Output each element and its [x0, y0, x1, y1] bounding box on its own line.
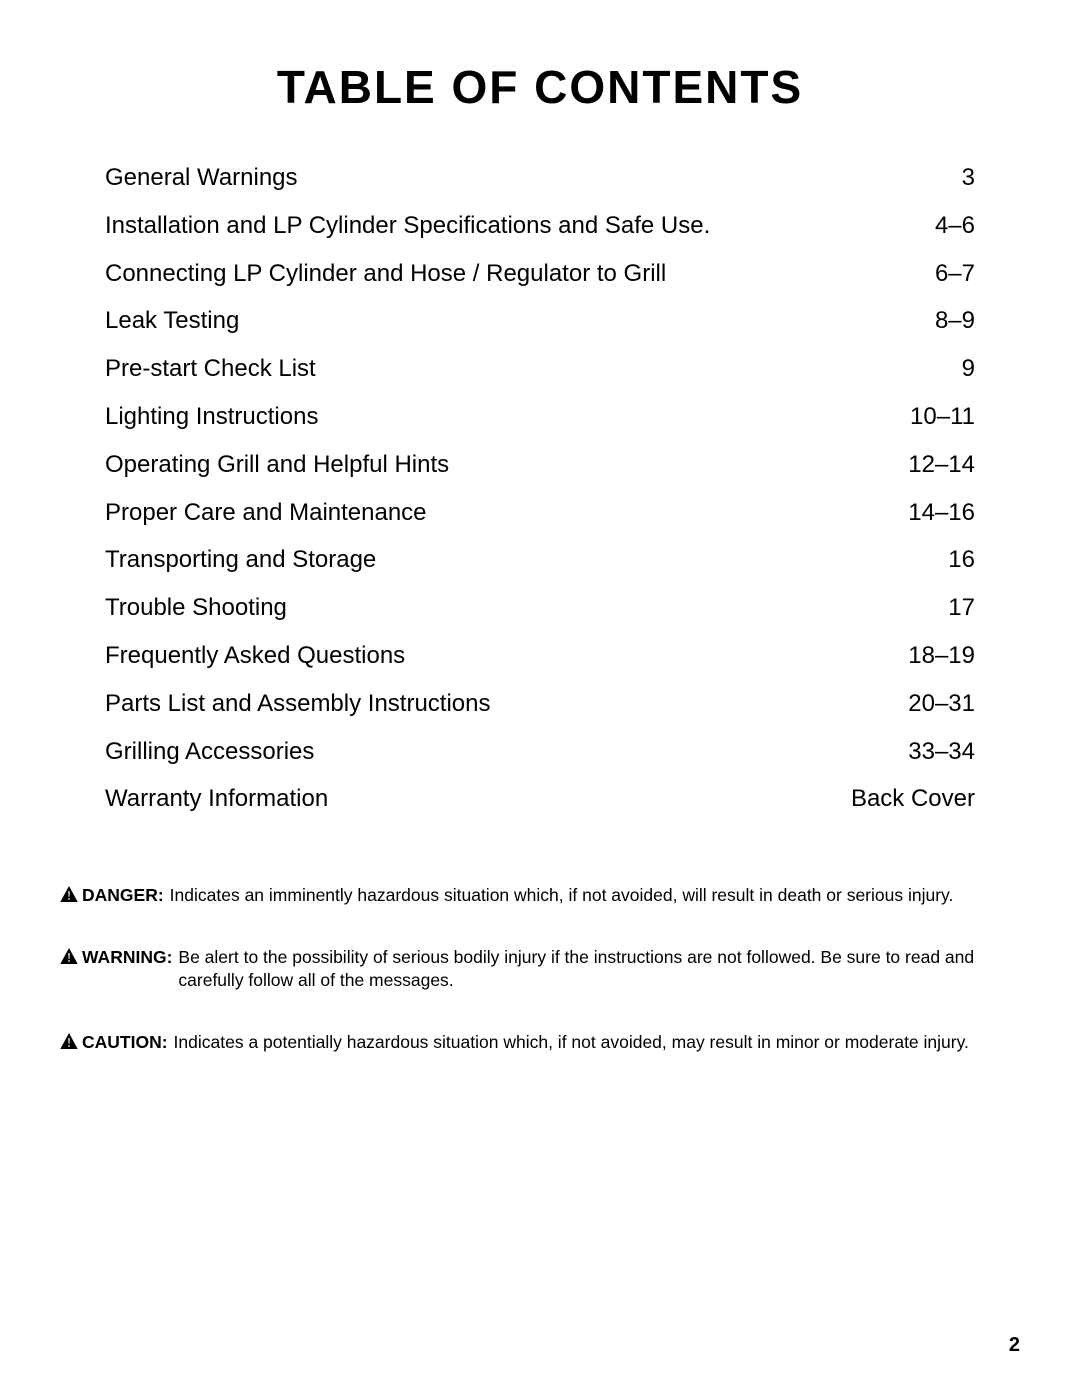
toc-page: 9 — [962, 355, 975, 384]
toc-row: Lighting Instructions 10–11 — [105, 403, 975, 432]
toc-page: 10–11 — [910, 403, 975, 432]
toc-page: 8–9 — [935, 307, 975, 336]
notice-text: Indicates an imminently hazardous situat… — [170, 884, 1000, 908]
safety-notices: DANGER:Indicates an imminently hazardous… — [60, 884, 1000, 1055]
warning-triangle-icon — [60, 947, 78, 963]
toc-page: 14–16 — [908, 499, 975, 528]
toc-label: Transporting and Storage — [105, 546, 376, 575]
toc-row: Connecting LP Cylinder and Hose / Regula… — [105, 260, 975, 289]
toc-label: Lighting Instructions — [105, 403, 318, 432]
toc-label: Installation and LP Cylinder Specificati… — [105, 212, 710, 241]
notice-head: WARNING: — [60, 946, 178, 970]
toc-row: Grilling Accessories 33–34 — [105, 738, 975, 767]
toc-label: Parts List and Assembly Instructions — [105, 690, 491, 719]
toc-page: 18–19 — [908, 642, 975, 671]
warning-triangle-icon — [60, 885, 78, 901]
notice-text: Indicates a potentially hazardous situat… — [174, 1031, 1000, 1055]
toc-label: Operating Grill and Helpful Hints — [105, 451, 449, 480]
warning-triangle-icon — [60, 1032, 78, 1048]
toc-page: 4–6 — [935, 212, 975, 241]
toc-row: Warranty Information Back Cover — [105, 785, 975, 814]
toc-row: Leak Testing 8–9 — [105, 307, 975, 336]
toc-row: Parts List and Assembly Instructions 20–3… — [105, 690, 975, 719]
toc-label: Proper Care and Maintenance — [105, 499, 427, 528]
toc-label: Grilling Accessories — [105, 738, 314, 767]
toc-row: Pre-start Check List 9 — [105, 355, 975, 384]
toc-page: 17 — [948, 594, 975, 623]
page-number: 2 — [1009, 1334, 1020, 1357]
notice-head: DANGER: — [60, 884, 170, 908]
notice-label: WARNING: — [82, 946, 172, 970]
toc-page: 33–34 — [908, 738, 975, 767]
toc-label: Frequently Asked Questions — [105, 642, 405, 671]
toc-label: Leak Testing — [105, 307, 239, 336]
toc-label: Pre-start Check List — [105, 355, 316, 384]
toc-page: 16 — [948, 546, 975, 575]
toc-page: Back Cover — [851, 785, 975, 814]
notice-label: DANGER: — [82, 884, 164, 908]
toc-page: 3 — [962, 164, 975, 193]
toc-label: Connecting LP Cylinder and Hose / Regula… — [105, 260, 666, 289]
page-title: TABLE OF CONTENTS — [60, 60, 1020, 114]
toc-row: Installation and LP Cylinder Specificati… — [105, 212, 975, 241]
toc-page: 12–14 — [908, 451, 975, 480]
toc-label: Warranty Information — [105, 785, 328, 814]
safety-notice: CAUTION:Indicates a potentially hazardou… — [60, 1031, 1000, 1055]
toc-row: Operating Grill and Helpful Hints 12–14 — [105, 451, 975, 480]
notice-label: CAUTION: — [82, 1031, 168, 1055]
toc-row: Frequently Asked Questions 18–19 — [105, 642, 975, 671]
safety-notice: WARNING:Be alert to the possibility of s… — [60, 946, 1000, 993]
notice-head: CAUTION: — [60, 1031, 174, 1055]
toc-row: Trouble Shooting 17 — [105, 594, 975, 623]
page: TABLE OF CONTENTS General Warnings 3 Insta… — [0, 0, 1080, 1397]
table-of-contents: General Warnings 3 Installation and LP Cyl… — [105, 164, 975, 814]
toc-row: Transporting and Storage 16 — [105, 546, 975, 575]
toc-page: 20–31 — [908, 690, 975, 719]
toc-row: Proper Care and Maintenance 14–16 — [105, 499, 975, 528]
toc-page: 6–7 — [935, 260, 975, 289]
notice-text: Be alert to the possibility of serious b… — [178, 946, 1000, 993]
toc-label: General Warnings — [105, 164, 298, 193]
toc-label: Trouble Shooting — [105, 594, 287, 623]
safety-notice: DANGER:Indicates an imminently hazardous… — [60, 884, 1000, 908]
toc-row: General Warnings 3 — [105, 164, 975, 193]
